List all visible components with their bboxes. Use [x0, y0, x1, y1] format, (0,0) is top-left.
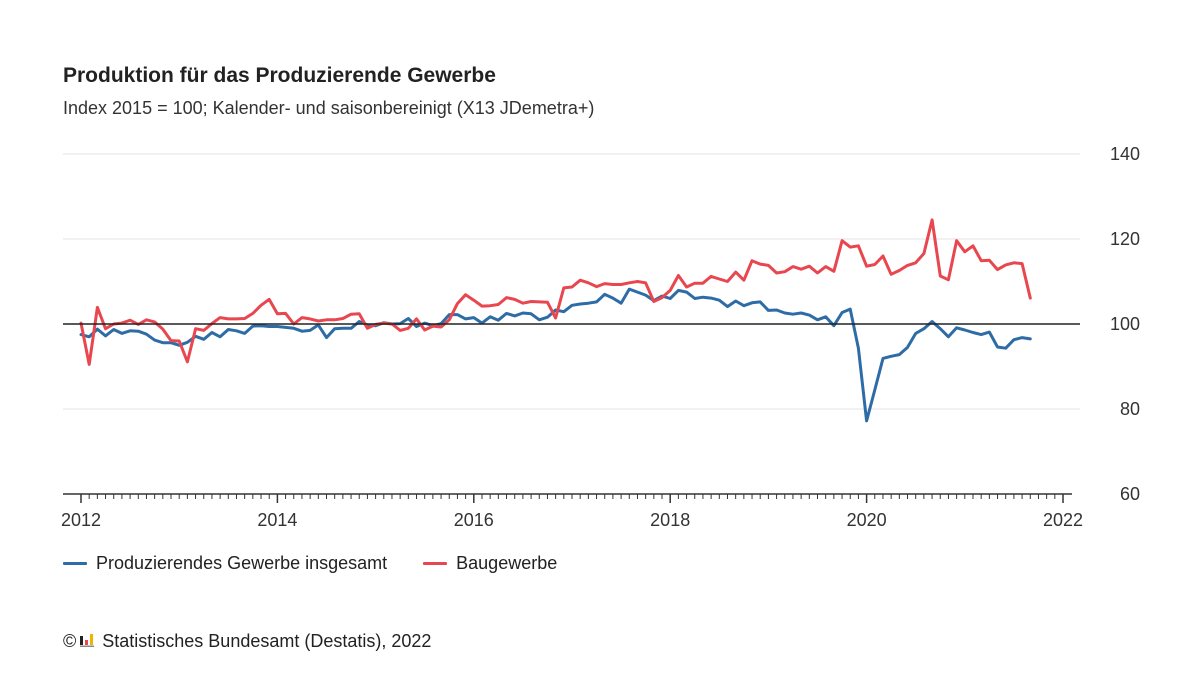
- x-axis: [63, 493, 1072, 503]
- legend: Produzierendes Gewerbe insgesamt Baugewe…: [63, 553, 593, 574]
- legend-item-baugewerbe: Baugewerbe: [423, 553, 557, 574]
- chart-subtitle: Index 2015 = 100; Kalender- und saisonbe…: [63, 98, 595, 118]
- x-tick-label: 2018: [650, 510, 690, 530]
- y-tick-label: 120: [1110, 229, 1140, 249]
- line-chart: 60 80 100 120 140 2012 2014 2016 2018 2020 2022: [61, 144, 1140, 530]
- source-text: Statistisches Bundesamt (Destatis), 2022: [102, 631, 432, 651]
- legend-item-produzierendes-gewerbe: Produzierendes Gewerbe insgesamt: [63, 553, 387, 574]
- x-tick-label: 2016: [454, 510, 494, 530]
- legend-label: Produzierendes Gewerbe insgesamt: [96, 553, 388, 573]
- x-tick-label: 2022: [1043, 510, 1083, 530]
- y-tick-label: 100: [1110, 314, 1140, 334]
- axis-labels: 60 80 100 120 140 2012 2014 2016 2018 2020 2022: [61, 144, 1140, 530]
- x-tick-label: 2020: [847, 510, 887, 530]
- y-tick-label: 60: [1120, 484, 1140, 504]
- copyright-symbol: ©: [63, 631, 77, 651]
- legend-label: Baugewerbe: [456, 553, 558, 573]
- y-tick-label: 80: [1120, 399, 1140, 419]
- x-tick-label: 2012: [61, 510, 101, 530]
- x-tick-label: 2014: [257, 510, 297, 530]
- grid-lines: [63, 153, 1080, 410]
- destatis-logo-icon: [80, 631, 96, 652]
- legend-swatch-red: [423, 562, 448, 565]
- source-footer: © Statistisches Bundesamt (Destatis), 20…: [63, 631, 431, 652]
- series-lines: [63, 218, 1080, 423]
- y-tick-label: 140: [1110, 144, 1140, 164]
- legend-swatch-blue: [63, 562, 87, 565]
- chart-title: Produktion für das Produzierende Gewerbe: [63, 64, 496, 87]
- series-line-baugewerbe: [79, 218, 1032, 366]
- series-line-produzierendes-gewerbe: [79, 287, 1032, 423]
